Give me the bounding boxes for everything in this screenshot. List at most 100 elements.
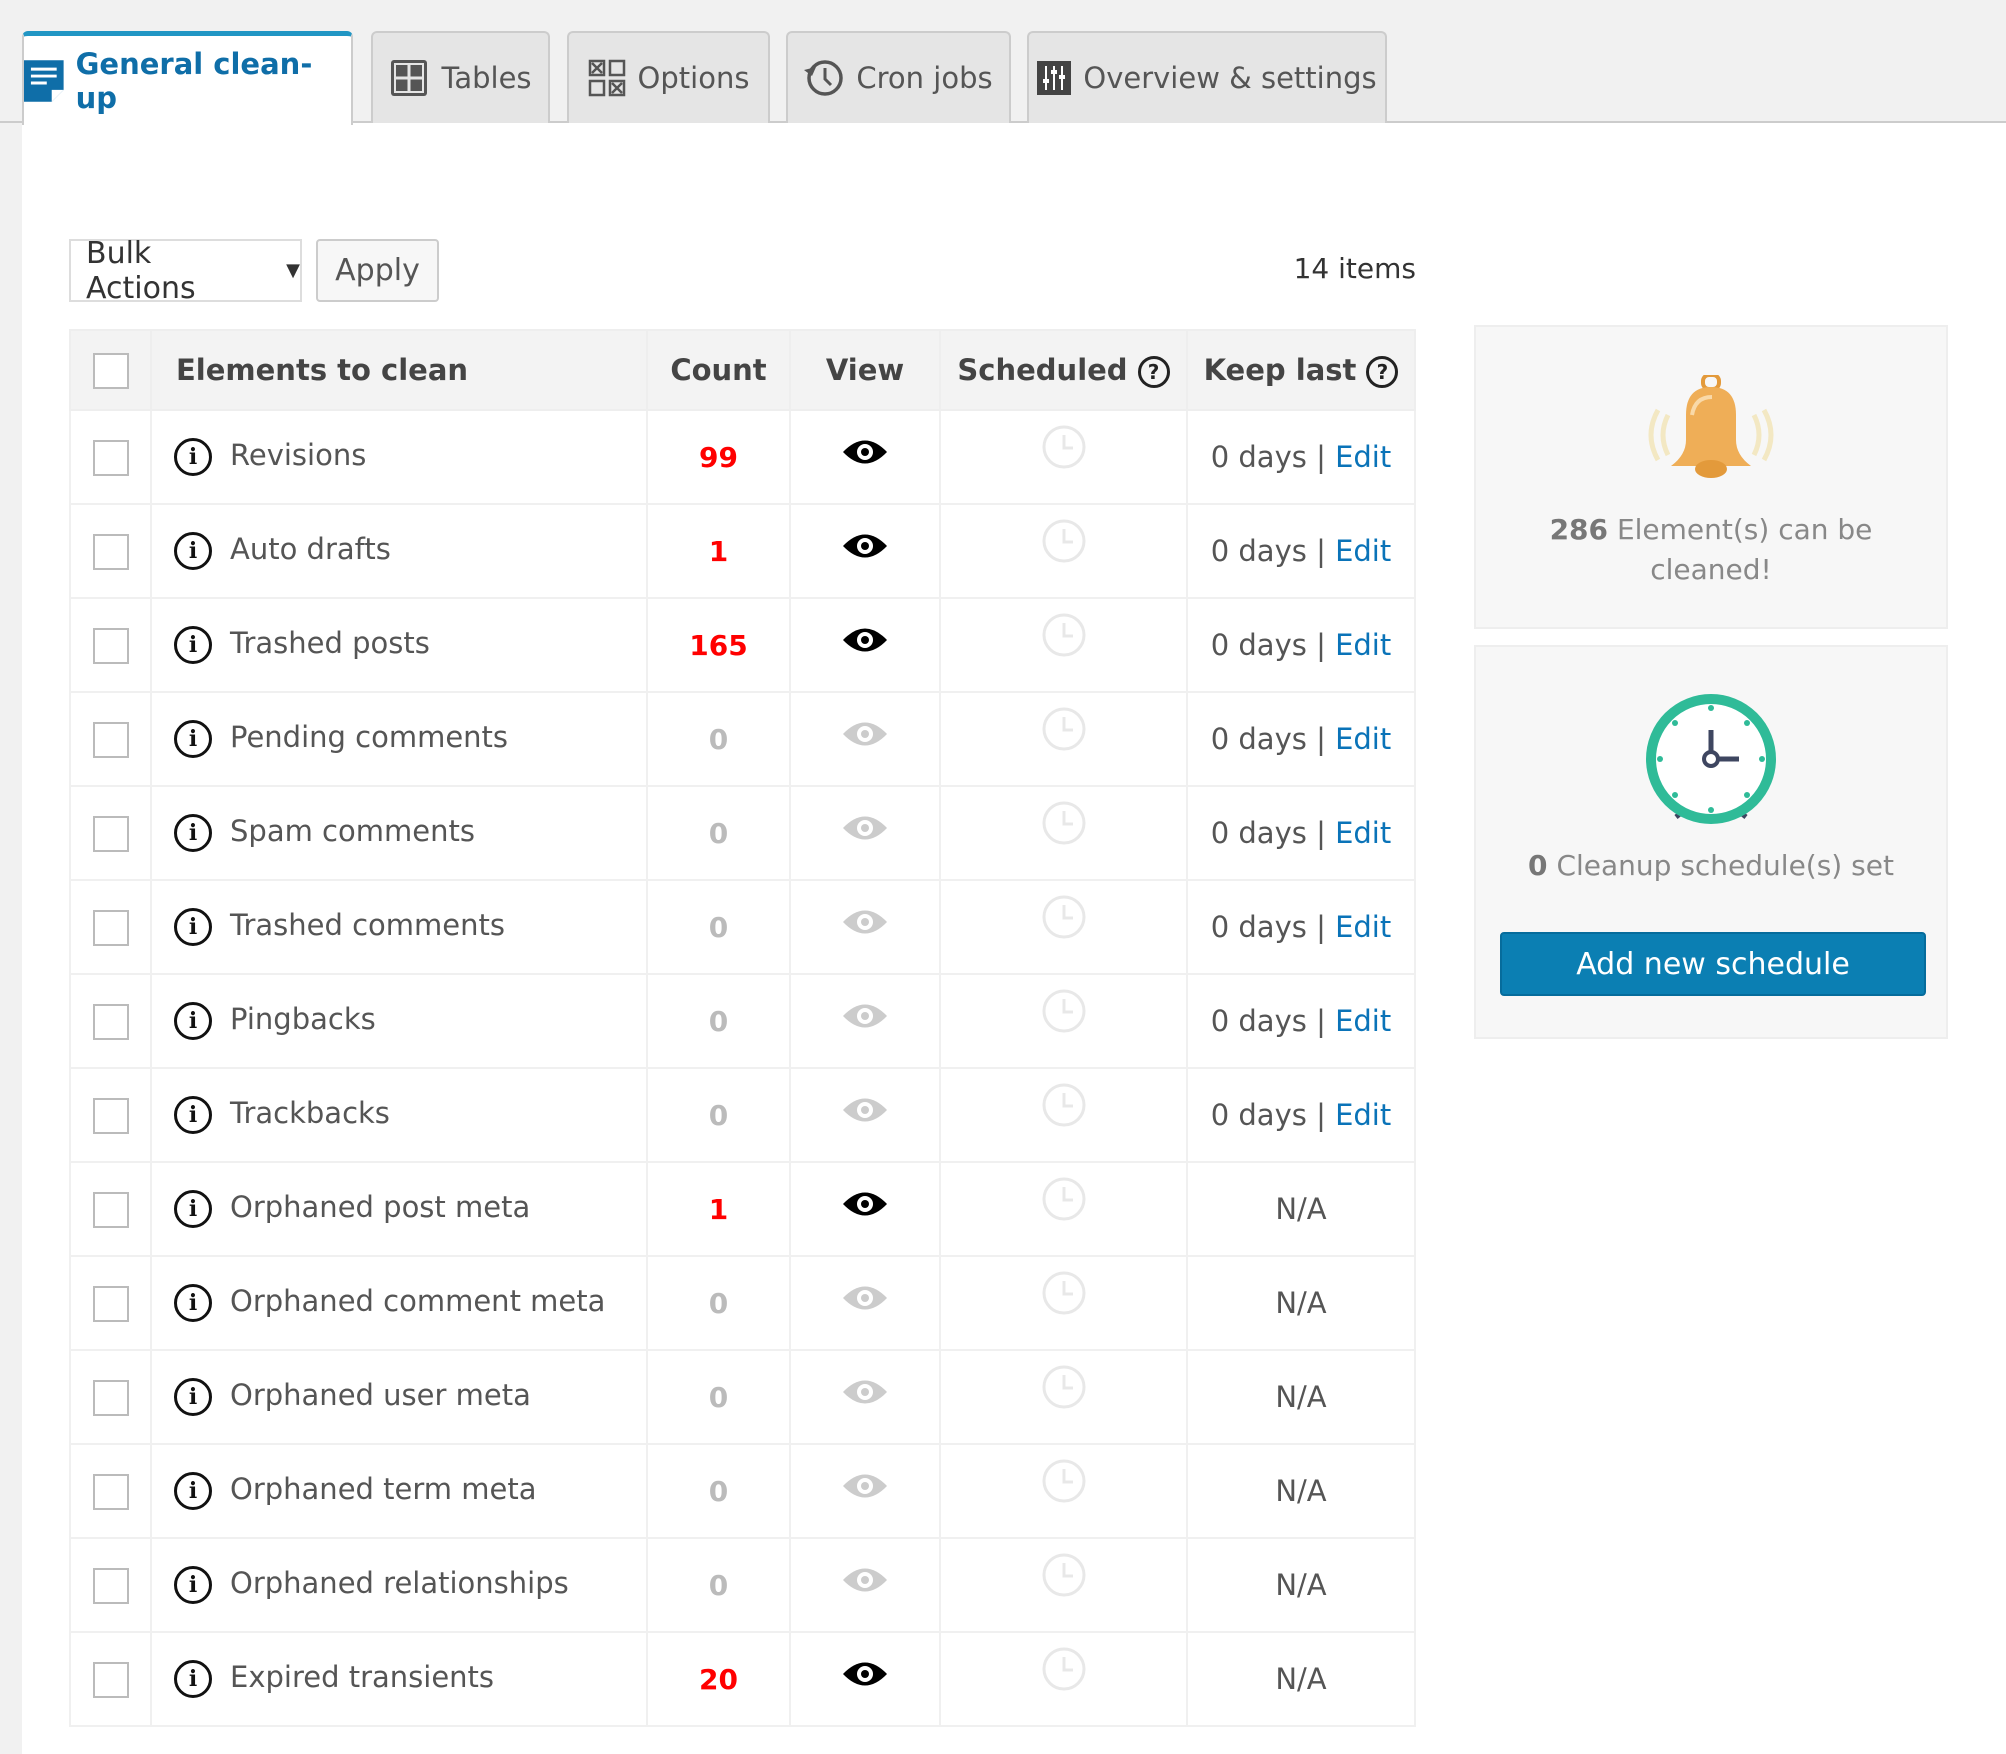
eye-icon[interactable] <box>841 625 889 655</box>
row-checkbox[interactable] <box>92 1567 129 1604</box>
count-cell: 0 <box>646 691 791 787</box>
row-checkbox-cell <box>69 691 152 787</box>
keep-last-value: 0 days <box>1210 722 1307 756</box>
table-row: i Expired transients 20 N/A <box>69 1631 1416 1727</box>
bulk-actions-label: Bulk Actions <box>86 235 196 306</box>
table-row: i Orphaned user meta 0 N/A <box>69 1349 1416 1445</box>
apply-button[interactable]: Apply <box>316 239 439 302</box>
table-row: i Trashed comments 0 0 days | Edit <box>69 879 1416 975</box>
info-icon[interactable]: i <box>174 1660 212 1698</box>
row-checkbox[interactable] <box>92 1097 129 1134</box>
scheduled-cell <box>939 597 1188 693</box>
row-checkbox[interactable] <box>92 439 129 476</box>
info-icon[interactable]: i <box>174 908 212 946</box>
edit-link[interactable]: Edit <box>1335 910 1392 944</box>
tab-overview-settings[interactable]: Overview & settings <box>1027 31 1387 123</box>
help-icon[interactable]: ? <box>1137 355 1170 388</box>
row-checkbox[interactable] <box>92 1661 129 1698</box>
info-icon[interactable]: i <box>174 532 212 570</box>
row-checkbox-cell <box>69 1349 152 1445</box>
eye-icon <box>843 722 887 746</box>
view-cell <box>789 409 941 505</box>
scheduled-cell <box>939 1067 1188 1163</box>
row-checkbox-cell <box>69 1631 152 1727</box>
count-cell: 0 <box>646 1067 791 1163</box>
help-icon[interactable]: ? <box>1366 355 1399 388</box>
row-checkbox[interactable] <box>92 1473 129 1510</box>
scheduled-cell <box>939 879 1188 975</box>
edit-link[interactable]: Edit <box>1335 816 1392 850</box>
tab-cron-jobs[interactable]: Cron jobs <box>786 31 1011 123</box>
info-icon[interactable]: i <box>174 814 212 852</box>
edit-link[interactable]: Edit <box>1335 440 1392 474</box>
row-checkbox[interactable] <box>92 1003 129 1040</box>
element-name: Revisions <box>230 438 367 472</box>
view-cell <box>789 1443 941 1539</box>
keep-last-cell: N/A <box>1186 1349 1416 1445</box>
history-clock-icon <box>804 60 844 96</box>
row-checkbox[interactable] <box>92 627 129 664</box>
edit-link[interactable]: Edit <box>1335 628 1392 662</box>
row-checkbox[interactable] <box>92 1285 129 1322</box>
element-name-cell: i Trashed comments <box>150 879 648 975</box>
row-checkbox[interactable] <box>92 1191 129 1228</box>
info-icon[interactable]: i <box>174 1096 212 1134</box>
info-icon[interactable]: i <box>174 1378 212 1416</box>
element-name-cell: i Orphaned post meta <box>150 1161 648 1257</box>
scheduled-cell <box>939 785 1188 881</box>
edit-link[interactable]: Edit <box>1335 722 1392 756</box>
tab-label: Cron jobs <box>856 61 993 95</box>
count-cell: 0 <box>646 785 791 881</box>
sliders-icon <box>1037 61 1072 95</box>
table-row: i Pending comments 0 0 days | Edit <box>69 691 1416 787</box>
element-name: Expired transients <box>230 1660 495 1694</box>
element-name: Orphaned user meta <box>230 1378 531 1412</box>
info-icon[interactable]: i <box>174 626 212 664</box>
info-icon[interactable]: i <box>174 438 212 476</box>
info-icon[interactable]: i <box>174 1190 212 1228</box>
element-name: Trashed posts <box>230 626 430 660</box>
eye-icon[interactable] <box>841 531 889 561</box>
tab-tables[interactable]: Tables <box>371 31 550 123</box>
row-checkbox[interactable] <box>92 533 129 570</box>
eye-icon[interactable] <box>841 437 889 467</box>
info-icon[interactable]: i <box>174 1566 212 1604</box>
eye-icon[interactable] <box>841 1189 889 1219</box>
element-name: Trashed comments <box>230 908 505 942</box>
element-name-cell: i Orphaned relationships <box>150 1537 648 1633</box>
row-checkbox[interactable] <box>92 815 129 852</box>
items-count: 14 items <box>1293 252 1416 285</box>
edit-link[interactable]: Edit <box>1335 1004 1392 1038</box>
row-checkbox[interactable] <box>92 909 129 946</box>
element-name: Pending comments <box>230 720 509 754</box>
elements-summary-panel: 286 Element(s) can be cleaned! <box>1474 325 1948 629</box>
info-icon[interactable]: i <box>174 1472 212 1510</box>
scheduled-cell <box>939 1349 1188 1445</box>
element-name: Spam comments <box>230 814 475 848</box>
keep-last-value: 0 days <box>1210 628 1307 662</box>
element-count: 0 <box>708 1005 729 1038</box>
row-checkbox-cell <box>69 1161 152 1257</box>
info-icon[interactable]: i <box>174 1284 212 1322</box>
tab-general-clean-up[interactable]: General clean-up <box>22 31 353 125</box>
row-checkbox-cell <box>69 409 152 505</box>
tab-options[interactable]: Options <box>567 31 770 123</box>
eye-icon[interactable] <box>841 1659 889 1689</box>
scheduled-cell <box>939 1631 1188 1727</box>
info-icon[interactable]: i <box>174 1002 212 1040</box>
keep-last-cell: 0 days | Edit <box>1186 785 1416 881</box>
schedules-summary-panel: 0 Cleanup schedule(s) set Add new schedu… <box>1474 645 1948 1039</box>
select-all-checkbox[interactable] <box>92 352 129 389</box>
row-checkbox[interactable] <box>92 1379 129 1416</box>
edit-link[interactable]: Edit <box>1335 534 1392 568</box>
clock-icon <box>1042 1271 1085 1314</box>
element-count: 1 <box>708 1193 729 1226</box>
info-icon[interactable]: i <box>174 720 212 758</box>
element-name-cell: i Revisions <box>150 409 648 505</box>
bulk-actions-select[interactable]: Bulk Actions ▼ <box>69 236 302 306</box>
row-checkbox[interactable] <box>92 721 129 758</box>
element-name: Trackbacks <box>230 1096 390 1130</box>
edit-link[interactable]: Edit <box>1335 1098 1392 1132</box>
tab-label: Tables <box>441 61 532 95</box>
add-new-schedule-button[interactable]: Add new schedule <box>1500 932 1926 996</box>
